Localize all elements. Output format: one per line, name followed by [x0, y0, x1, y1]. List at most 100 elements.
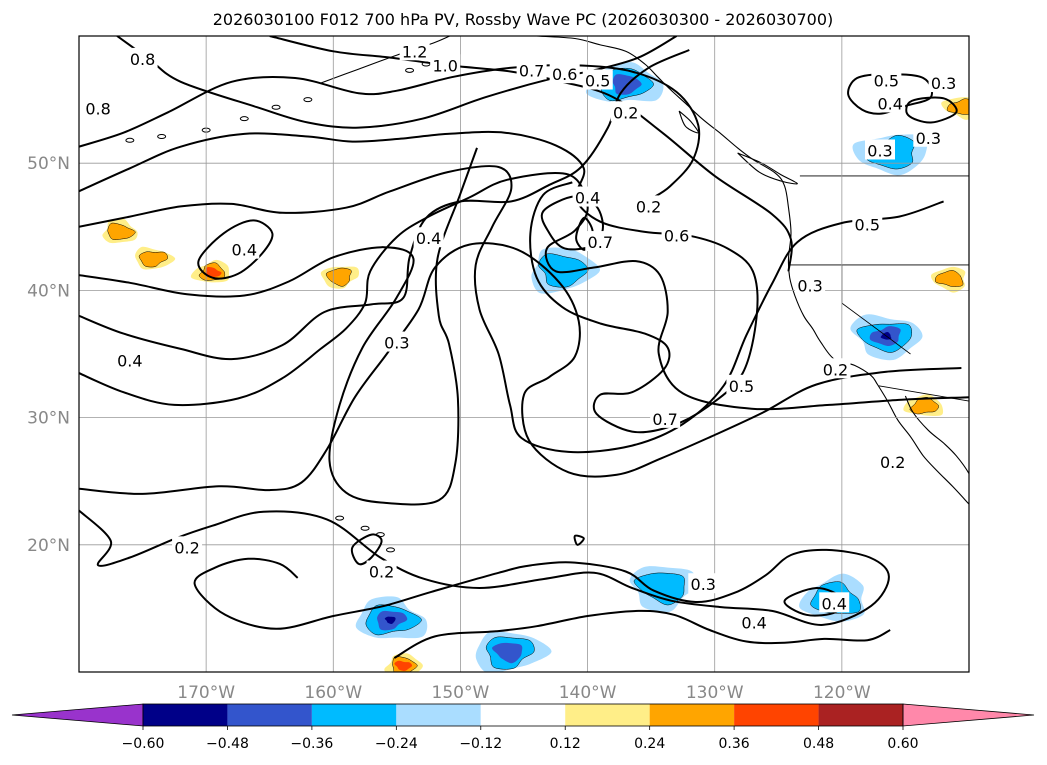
colorbar-box — [311, 704, 397, 726]
map-frame — [78, 35, 970, 673]
contour-label: 0.2 — [174, 538, 199, 557]
contour-label: 0.5 — [855, 215, 880, 234]
pv-contour-line — [350, 533, 383, 566]
colorbar-tick-label: −0.36 — [290, 736, 333, 752]
longitude-tick-label: 140°W — [559, 683, 617, 703]
contour-label-background — [229, 238, 260, 259]
coastline-layer — [125, 36, 969, 553]
colorbar-tick-label: −0.24 — [375, 736, 418, 752]
longitude-tick-label: 130°W — [686, 683, 744, 703]
contour-label: 0.7 — [588, 233, 613, 252]
colorbar-box — [734, 704, 819, 726]
longitude-tick-labels: 170°W 160°W 150°W 140°W 130°W 120°W — [177, 683, 871, 703]
island-outline — [386, 547, 395, 553]
contour-label: 0.4 — [416, 229, 441, 248]
contour-label: 0.3 — [867, 141, 892, 160]
contour-label: 0.4 — [117, 351, 142, 370]
contour-label: 0.4 — [741, 613, 766, 632]
island-outline — [405, 67, 415, 73]
colorbar-box — [227, 704, 312, 726]
colorbar-tick-label: −0.60 — [122, 736, 165, 752]
pv-contour-line — [573, 534, 585, 546]
colorbar-extend-low — [11, 703, 144, 727]
contour-label-background — [650, 407, 681, 428]
contour-label-background — [852, 213, 883, 234]
coastline — [320, 36, 452, 84]
contour-label: 0.3 — [691, 575, 716, 594]
island-outline — [360, 525, 370, 531]
colorbar-box — [649, 704, 735, 726]
pc-shaded-region — [492, 642, 523, 664]
pc-shaded-region — [107, 222, 136, 240]
contour-label-background — [572, 186, 603, 207]
pc-shaded-region — [384, 616, 396, 625]
contour-label-background — [865, 139, 895, 160]
contour-label-background — [114, 349, 145, 370]
contour-label: 1.2 — [402, 42, 427, 61]
contour-label: 0.4 — [877, 94, 902, 113]
contour-label: 0.6 — [664, 227, 689, 246]
contour-label: 0.2 — [823, 360, 848, 379]
pc-shaded-region — [538, 253, 589, 288]
colorbar-tick-labels: −0.60 −0.48 −0.36 −0.24 −0.12 0.12 0.24 0.36 0.4… — [122, 726, 919, 752]
colorbar-tick-label: −0.12 — [459, 736, 502, 752]
contour-label-background — [516, 59, 547, 80]
latitude-tick-label: 40°N — [27, 281, 70, 301]
pc-shaded-region — [934, 270, 964, 287]
colorbar-tick-label: 0.12 — [550, 736, 581, 752]
longitude-tick-label: 150°W — [432, 683, 490, 703]
contour-label: 0.8 — [85, 100, 110, 119]
contour-label-background — [633, 195, 664, 216]
contour-label: 0.3 — [916, 129, 941, 148]
contour-label: 0.3 — [931, 74, 956, 93]
contour-label: 0.5 — [874, 72, 899, 91]
contour-label-background — [877, 451, 908, 472]
contour-label: 0.6 — [552, 65, 577, 84]
colorbar-box — [565, 704, 650, 726]
contour-label-background — [381, 331, 412, 352]
contour-label-background — [913, 126, 944, 147]
coastline — [529, 36, 969, 505]
island-outline — [335, 515, 345, 521]
pc-shaded-region — [205, 267, 222, 278]
pv-contour-line — [79, 130, 759, 434]
pv-contour-line — [79, 64, 701, 200]
island-outline — [125, 137, 135, 143]
chart-title: 2026030100 F012 700 hPa PV, Rossby Wave … — [213, 10, 834, 29]
contour-label: 0.2 — [369, 563, 394, 582]
pc-shaded-region — [946, 98, 969, 115]
contour-label-background — [399, 40, 430, 61]
pv-contour-line — [79, 242, 962, 495]
contour-label-background — [83, 97, 114, 118]
contour-label: 0.3 — [384, 334, 409, 353]
colorbar-tick-label: 0.24 — [634, 736, 665, 752]
pv-contour-label-layer: 0.8 1.2 1.0 0.7 0.6 0.5 0.5 0.4 0.3 0.3 0.2 0.8 0.4 0… — [83, 40, 959, 632]
colorbar-box — [818, 704, 903, 726]
island-outline — [239, 116, 249, 122]
contour-label: 0.5 — [585, 72, 610, 91]
contour-label: 0.7 — [519, 61, 544, 80]
colorbar-tick-label: −0.48 — [206, 736, 249, 752]
colorbar-box — [396, 704, 481, 726]
contour-label-background — [582, 69, 613, 90]
contour-label: 0.4 — [575, 189, 600, 208]
coastline — [678, 110, 699, 134]
contour-label: 0.2 — [613, 103, 638, 122]
contour-label-background — [549, 63, 580, 84]
pc-shaded-region — [394, 660, 413, 671]
latitude-tick-label: 30°N — [27, 409, 70, 429]
contour-label-background — [688, 573, 719, 594]
longitude-tick-label: 170°W — [177, 683, 235, 703]
longitude-tick-label: 120°W — [813, 683, 871, 703]
contour-label-background — [819, 592, 850, 613]
graticule-layer — [79, 36, 969, 672]
colorbar-box — [480, 704, 566, 726]
latitude-tick-label: 50°N — [27, 154, 70, 174]
colorbar-tick-label: 0.36 — [719, 736, 750, 752]
colorbar-tick-label: 0.48 — [803, 736, 834, 752]
pv-contour-line — [197, 219, 274, 280]
contour-label-background — [610, 101, 641, 122]
colorbar-tick-label: 0.60 — [887, 736, 918, 752]
contour-label: 0.7 — [652, 410, 677, 429]
